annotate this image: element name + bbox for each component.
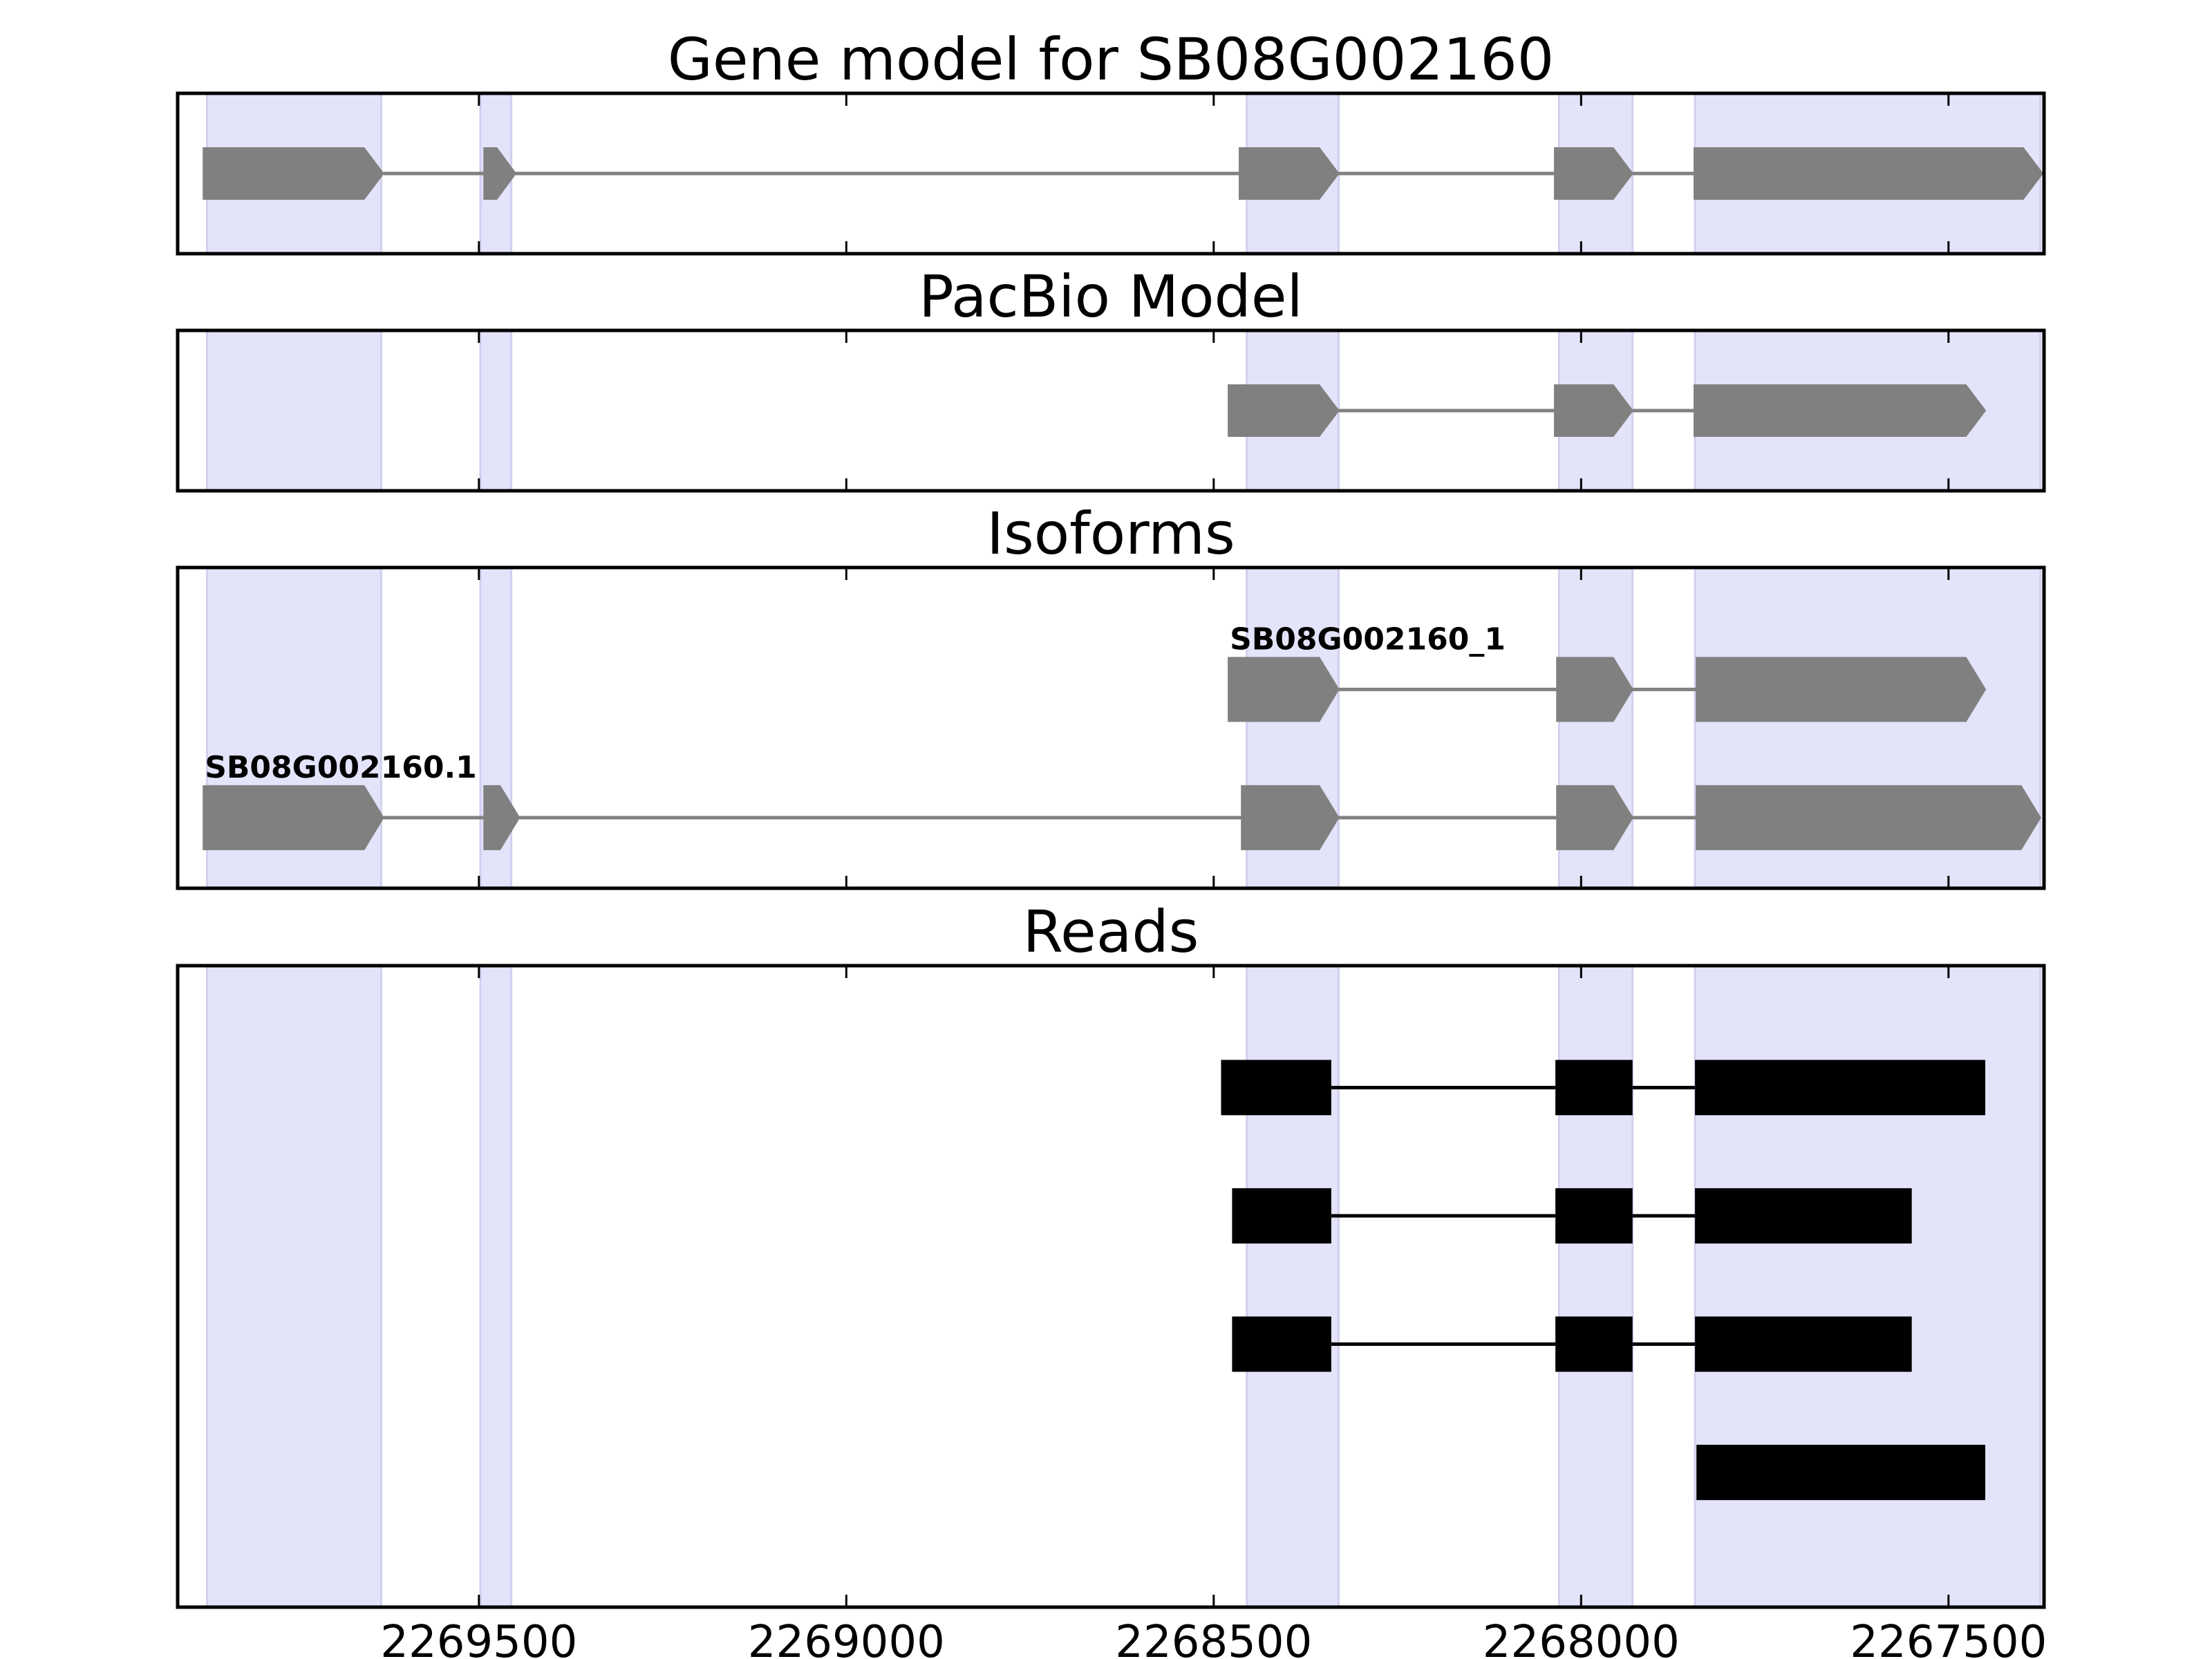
exon-shading-region xyxy=(206,329,382,492)
exon-arrow xyxy=(1696,657,1987,722)
panel-1: PacBio Model xyxy=(176,263,2046,493)
panel-title: PacBio Model xyxy=(919,263,1303,330)
read-exon-block xyxy=(1695,1316,1912,1372)
exon-shading-region xyxy=(479,329,513,492)
panel-frame xyxy=(176,565,2046,890)
exon-arrow xyxy=(1694,384,1987,437)
exon-arrow xyxy=(203,785,384,850)
exon-arrow xyxy=(1554,147,1633,200)
read-exon-block xyxy=(1696,1445,1985,1501)
read-exon-block xyxy=(1555,1060,1633,1116)
panel-frame xyxy=(176,964,2046,1609)
x-tick-label: 2267500 xyxy=(1850,1617,2047,1659)
panel-title: Reads xyxy=(1023,898,1199,966)
panel-3: Reads 2269500 2269000 2268500 2268000 2267500 xyxy=(176,898,2047,1659)
x-tick-label: 2268000 xyxy=(1483,1617,1680,1659)
isoform-label: SB08G002160.1 xyxy=(205,750,477,785)
exon-arrow xyxy=(483,785,521,850)
isoform-label: SB08G002160_1 xyxy=(1230,621,1506,657)
x-tick-label: 2268500 xyxy=(1115,1617,1312,1659)
panel-title: Isoforms xyxy=(986,500,1235,568)
exon-arrow xyxy=(1694,147,2044,200)
read-exon-block xyxy=(1695,1188,1912,1244)
read-exon-block xyxy=(1232,1188,1331,1244)
read-exon-block xyxy=(1221,1060,1331,1116)
read-exon-block xyxy=(1695,1060,1985,1116)
exon-arrow xyxy=(1241,785,1340,850)
panel-frame xyxy=(176,328,2046,493)
exon-arrow xyxy=(203,147,384,200)
panel-frame xyxy=(176,91,2046,256)
exon-arrow xyxy=(1556,657,1633,722)
exon-shading-region xyxy=(479,964,513,1609)
panel-title: Gene model for SB08G002160 xyxy=(668,26,1554,93)
exon-arrow xyxy=(1554,384,1633,437)
x-tick-label: 2269500 xyxy=(380,1617,577,1659)
exon-arrow xyxy=(1556,785,1633,850)
exon-arrow xyxy=(1239,147,1340,200)
panel-0: Gene model for SB08G002160 xyxy=(176,26,2046,256)
exon-shading-region xyxy=(206,964,382,1609)
read-exon-block xyxy=(1555,1316,1633,1372)
exon-arrow xyxy=(1696,785,2041,850)
exon-arrow xyxy=(1228,657,1340,722)
panel-2: Isoforms SB08G002160_1 SB08G002160.1 xyxy=(176,500,2046,890)
exon-arrow xyxy=(483,147,517,200)
exon-arrow xyxy=(1228,384,1340,437)
x-tick-label: 2269000 xyxy=(748,1617,945,1659)
read-exon-block xyxy=(1555,1188,1633,1244)
read-exon-block xyxy=(1232,1316,1331,1372)
